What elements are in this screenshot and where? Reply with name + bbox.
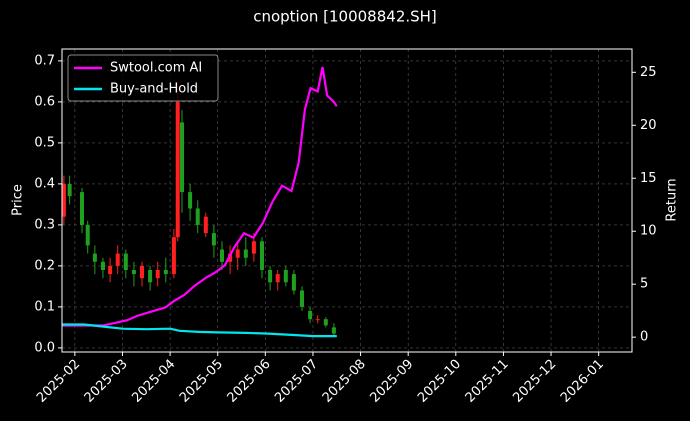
candle-body — [331, 327, 336, 334]
x-tick-label: 2025-11 — [463, 357, 512, 406]
x-tick-label: 2025-10 — [415, 357, 464, 406]
y2-tick-label: 5 — [640, 277, 648, 292]
y-tick-label: 0.7 — [34, 53, 55, 68]
y-tick-label: 0.6 — [34, 94, 55, 109]
candle-body — [115, 253, 120, 266]
y2-tick-label: 10 — [640, 224, 657, 239]
candle-body — [80, 192, 84, 225]
candle-body — [291, 274, 296, 291]
candle-body — [61, 183, 66, 217]
candle-body — [235, 249, 240, 258]
x-tick-label: 2025-05 — [177, 357, 226, 406]
candle-body — [243, 249, 248, 258]
x-tick-label: 2025-07 — [272, 357, 321, 406]
candle-body — [123, 253, 128, 270]
candle-body — [308, 310, 313, 320]
candle-body — [100, 261, 105, 270]
candle-body — [108, 265, 113, 275]
candle-body — [275, 274, 280, 283]
x-tick-label: 2025-12 — [510, 357, 559, 406]
x-tick-label: 2025-09 — [367, 357, 416, 406]
y2-tick-label: 25 — [640, 65, 657, 80]
candle-body — [251, 241, 256, 254]
x-tick-label: 2025-04 — [129, 357, 178, 406]
y2-tick-label: 15 — [640, 171, 657, 186]
candle-body — [228, 253, 233, 262]
candle-body — [220, 249, 224, 262]
candle-body — [171, 237, 176, 275]
x-tick-label: 2025-03 — [82, 357, 131, 406]
candle-body — [323, 319, 328, 326]
y-tick-label: 0.0 — [34, 340, 55, 355]
x-tick-label: 2025-06 — [225, 357, 274, 406]
candle-body — [85, 224, 90, 246]
candle-body — [175, 101, 180, 238]
y2-tick-label: 20 — [640, 118, 657, 133]
candle-body — [268, 269, 273, 283]
candle-body — [300, 290, 304, 307]
candle-body — [315, 319, 320, 321]
y-tick-label: 0.1 — [34, 299, 55, 314]
candle-body — [203, 216, 208, 234]
plot-frame — [61, 48, 633, 353]
candle-body — [260, 241, 264, 270]
x-tick-label: 2025-02 — [34, 357, 83, 406]
candle-body — [188, 192, 193, 209]
candle-body — [283, 269, 288, 283]
return-line — [62, 66, 338, 327]
candle-body — [131, 269, 136, 275]
legend-label: Buy-and-Hold — [110, 82, 198, 97]
return-line — [62, 323, 337, 338]
x-tick-label: 2026-01 — [558, 357, 607, 406]
y-tick-label: 0.4 — [34, 176, 55, 191]
candle-body — [140, 265, 144, 279]
y-tick-label: 0.2 — [34, 258, 55, 273]
y-axis-label: Price — [11, 184, 26, 216]
y-tick-label: 0.3 — [34, 217, 55, 232]
candle-body — [92, 253, 97, 262]
y2-axis-label: Return — [665, 178, 680, 221]
candle-body — [211, 233, 216, 246]
y2-tick-label: 0 — [640, 330, 648, 345]
candle-body — [148, 269, 153, 283]
candle-body — [195, 208, 200, 225]
candle-body — [163, 269, 168, 275]
candle-body — [155, 269, 160, 279]
candle-body — [67, 183, 72, 197]
y-tick-label: 0.5 — [34, 135, 55, 150]
legend-label: Swtool.com AI — [110, 61, 202, 76]
chart-title: cnoption [10008842.SH] — [253, 8, 437, 26]
x-tick-label: 2025-08 — [320, 357, 369, 406]
candle-body — [180, 122, 184, 193]
legend-box — [67, 54, 219, 102]
